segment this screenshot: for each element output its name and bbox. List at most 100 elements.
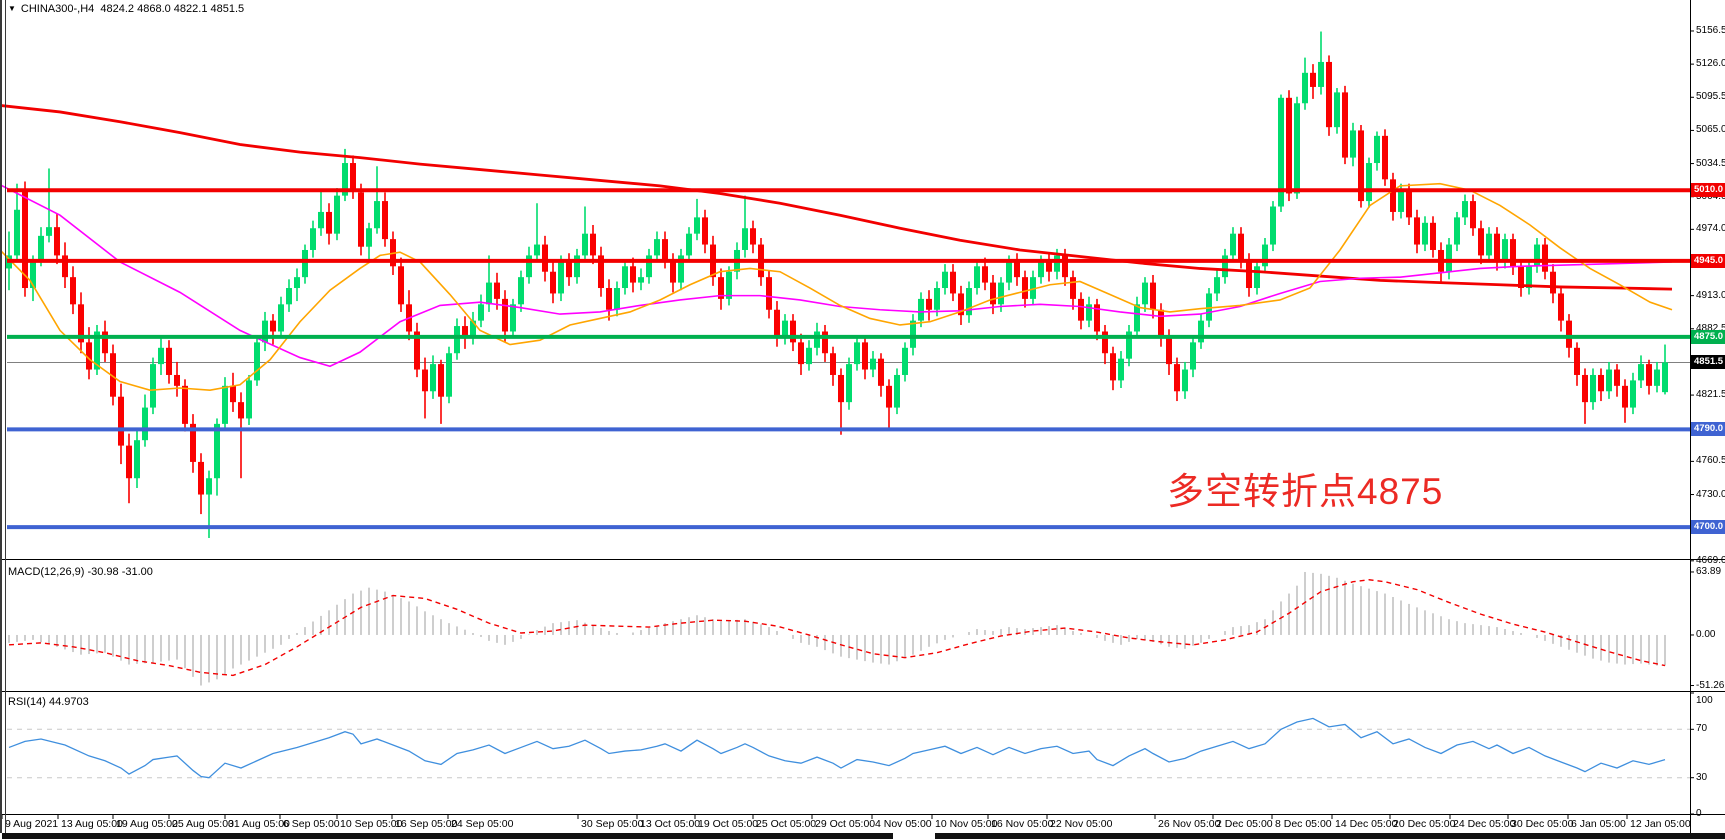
candle-body: [1582, 374, 1588, 403]
candle-body: [374, 201, 380, 229]
candle-body: [630, 266, 636, 283]
candle-body: [1070, 277, 1076, 299]
candle-body: [998, 282, 1004, 305]
candle-body: [1278, 97, 1284, 207]
candle-body: [798, 342, 804, 365]
ma-mid-line: [0, 184, 1673, 368]
candle-body: [110, 353, 116, 397]
candle-body: [686, 233, 692, 256]
candle-body: [214, 423, 220, 479]
quote-ohlc: 4824.2 4868.0 4822.1 4851.5: [100, 3, 245, 15]
candle-body: [1102, 331, 1108, 354]
candle-body: [1030, 277, 1036, 299]
candle-body: [958, 293, 964, 316]
candle-body: [1094, 304, 1100, 332]
candle-body: [1230, 233, 1236, 256]
candle-body: [158, 347, 164, 365]
candle-body: [718, 277, 724, 299]
candle-body: [910, 320, 916, 348]
annotation-text[interactable]: 多空转折点4875: [1167, 471, 1444, 512]
candle-body: [1390, 179, 1396, 212]
candle-body: [1110, 353, 1116, 381]
candle-body: [342, 163, 348, 196]
candle-body: [1342, 92, 1348, 158]
candle-body: [542, 244, 548, 272]
candle-body: [1550, 271, 1556, 294]
candle-body: [126, 445, 132, 479]
candle-body: [1310, 72, 1316, 87]
candle-body: [590, 233, 596, 256]
candle-body: [1646, 364, 1652, 386]
candle-body: [1262, 244, 1268, 267]
ma-slow-line: [0, 104, 1673, 291]
candle-body: [230, 385, 236, 403]
rsi-line: [8, 717, 1666, 779]
candle-body: [254, 342, 260, 381]
candle-body: [1134, 304, 1140, 332]
price-axis-border: [1690, 0, 1691, 833]
symbol-dropdown-icon[interactable]: ▼: [8, 4, 16, 13]
candle-body: [990, 282, 996, 305]
candle-body: [702, 217, 708, 245]
candle-body: [478, 304, 484, 321]
candle-body: [566, 260, 572, 278]
candle-body: [1454, 217, 1460, 245]
candle-body: [1598, 374, 1604, 392]
panel-splitter-rsi[interactable]: [0, 691, 1725, 692]
candle-body: [238, 402, 244, 419]
candle-body: [1142, 282, 1148, 305]
candle-body: [966, 288, 972, 316]
candle-body: [1574, 347, 1580, 375]
candle-body: [1086, 304, 1092, 321]
candle-body: [614, 288, 620, 310]
macd-indicator-label: MACD(12,26,9) -30.98 -31.00: [8, 566, 153, 578]
candle-body: [278, 304, 284, 332]
horizontal-scrollbar[interactable]: [2, 833, 893, 839]
candle-body: [1334, 92, 1340, 128]
candle-body: [782, 320, 788, 337]
candle-body: [598, 255, 604, 289]
date-axis-border: [0, 814, 1725, 815]
candle-body: [1654, 369, 1660, 386]
candle-body: [870, 358, 876, 370]
candle-body: [134, 440, 140, 479]
candle-body: [222, 385, 228, 424]
candle-body: [1630, 380, 1636, 408]
candle-body: [1318, 61, 1324, 87]
panel-splitter-macd[interactable]: [0, 559, 1725, 560]
candle-body: [926, 298, 932, 310]
candle-body: [1366, 163, 1372, 202]
candle-body: [1158, 309, 1164, 337]
candle-body: [726, 271, 732, 299]
candle-body: [670, 260, 676, 283]
candle-body: [1022, 277, 1028, 299]
candle-body: [574, 255, 580, 278]
candle-body: [1606, 369, 1612, 392]
candle-body: [1006, 260, 1012, 283]
horizontal-scrollbar[interactable]: [935, 833, 1725, 839]
candle-body: [766, 277, 772, 310]
candle-body: [862, 342, 868, 370]
candle-body: [1382, 135, 1388, 180]
candle-body: [70, 277, 76, 305]
candle-body: [358, 192, 364, 247]
candle-body: [350, 163, 356, 191]
candle-body: [1126, 331, 1132, 359]
candle-body: [502, 298, 508, 332]
candle-body: [902, 347, 908, 375]
candle-body: [22, 190, 28, 289]
candle-body: [142, 407, 148, 441]
candle-body: [550, 271, 556, 294]
candle-body: [1422, 222, 1428, 245]
candle-body: [1326, 61, 1332, 128]
candle-body: [838, 374, 844, 403]
candle-body: [1014, 260, 1020, 278]
candle-body: [1614, 369, 1620, 386]
candle-body: [1638, 364, 1644, 381]
candle-body: [294, 277, 300, 289]
candle-body: [310, 228, 316, 250]
candle-body: [1214, 277, 1220, 294]
candle-body: [1254, 266, 1260, 289]
